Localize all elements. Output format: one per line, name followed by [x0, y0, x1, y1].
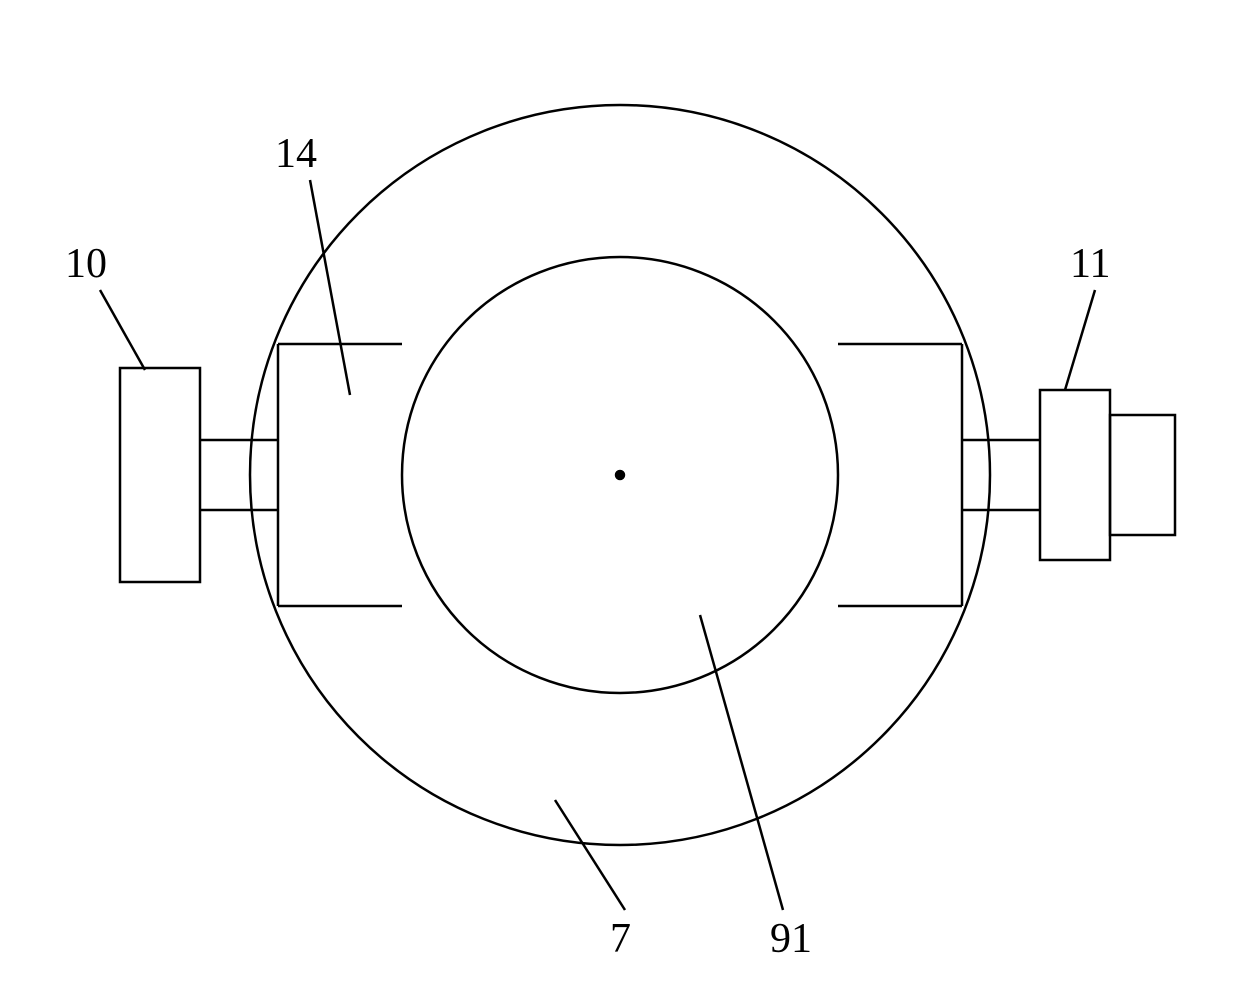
leader-14 [310, 180, 350, 395]
diagram-canvas [0, 0, 1240, 990]
leader-10 [100, 290, 145, 370]
label-7: 7 [610, 915, 631, 963]
left-outer-block [120, 368, 200, 582]
center-dot [616, 471, 624, 479]
label-10: 10 [65, 240, 107, 288]
label-91: 91 [770, 915, 812, 963]
leader-11 [1065, 290, 1095, 390]
label-11: 11 [1070, 240, 1110, 288]
leader-91 [700, 615, 783, 910]
right-outer-block-2 [1110, 415, 1175, 535]
label-14: 14 [275, 130, 317, 178]
right-outer-block-1 [1040, 390, 1110, 560]
leader-7 [555, 800, 625, 910]
